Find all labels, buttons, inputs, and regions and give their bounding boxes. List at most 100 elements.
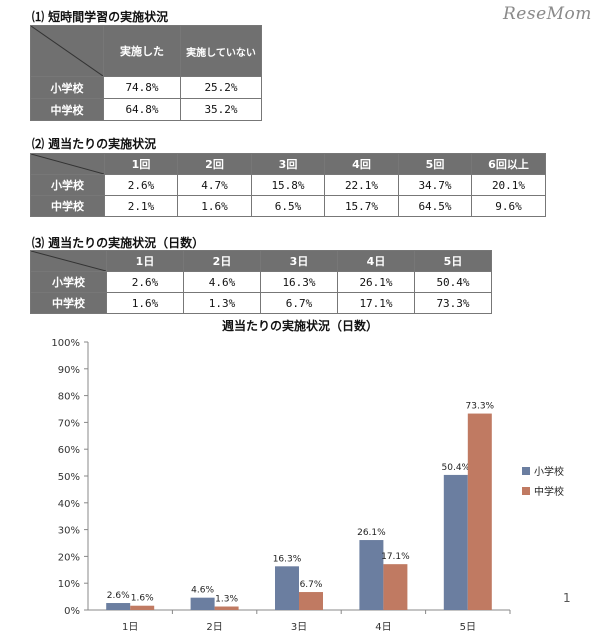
- legend-swatch-小学校: [522, 467, 530, 475]
- table-cell: 73.3%: [414, 292, 492, 314]
- table-cell: 1.6%: [106, 292, 184, 314]
- data-label: 1.3%: [215, 595, 238, 605]
- y-tick-label: 10%: [58, 579, 80, 590]
- y-tick-label: 0%: [64, 606, 80, 617]
- table-cell: 17.1%: [337, 292, 415, 314]
- y-tick-label: 90%: [58, 365, 80, 376]
- table-cell: 2.6%: [104, 174, 178, 196]
- table-cell: 34.7%: [398, 174, 472, 196]
- table-cell: 2.1%: [104, 195, 178, 217]
- column-header: 6回以上: [471, 153, 546, 175]
- bar-小学校-1日: [106, 603, 131, 610]
- section1-title: ⑴ 短時間学習の実施状況: [32, 10, 169, 24]
- y-tick-label: 50%: [58, 472, 80, 483]
- table-cell: 26.1%: [337, 271, 415, 293]
- section1-table: 実施した 実施していない 小学校 74.8% 25.2% 中学校 64.8% 3…: [30, 25, 262, 121]
- bar-group: 2.6% 1.6% 4.6%1.3% 16.3% 6.7% 26.1% 17.1% 50.4%…: [106, 402, 495, 610]
- table-cell: 4.7%: [177, 174, 252, 196]
- table-cell: 15.8%: [251, 174, 325, 196]
- y-tick-label: 60%: [58, 445, 80, 456]
- column-header: 実施した: [103, 25, 181, 77]
- table-cell: 4.6%: [183, 271, 261, 293]
- bar-小学校-2日: [190, 597, 215, 610]
- column-header: 実施していない: [180, 25, 262, 77]
- row-header: 中学校: [30, 292, 107, 314]
- bar-小学校-4日: [359, 540, 384, 610]
- section2-title: ⑵ 週当たりの実施状況: [32, 137, 157, 151]
- table-cell: 6.7%: [260, 292, 338, 314]
- y-tick-label: 30%: [58, 526, 80, 537]
- column-header: 1回: [104, 153, 178, 175]
- page-number: 1: [563, 591, 571, 605]
- y-tick-label: 80%: [58, 392, 80, 403]
- column-header: 3回: [251, 153, 325, 175]
- column-header: 3日: [260, 250, 338, 272]
- column-header: 1日: [106, 250, 184, 272]
- bar-中学校-2日: [214, 606, 239, 610]
- row-header: 小学校: [30, 271, 107, 293]
- column-header: 2日: [183, 250, 261, 272]
- table-cell: 16.3%: [260, 271, 338, 293]
- table-cell: 50.4%: [414, 271, 492, 293]
- y-tick-label: 40%: [58, 499, 80, 510]
- column-header: 4回: [324, 153, 399, 175]
- data-label: 6.7%: [300, 580, 323, 590]
- table-corner: [30, 250, 107, 272]
- table-cell: 25.2%: [180, 76, 262, 99]
- table-cell: 74.8%: [103, 76, 181, 99]
- table-cell: 1.6%: [177, 195, 252, 217]
- table-cell: 2.6%: [106, 271, 184, 293]
- data-label: 26.1%: [357, 528, 386, 538]
- x-tick-label: 3日: [291, 622, 307, 633]
- data-label: 2.6%: [107, 591, 130, 601]
- section3-title: ⑶ 週当たりの実施状況（日数）: [32, 236, 205, 250]
- column-header: 4日: [337, 250, 415, 272]
- table-cell: 64.5%: [398, 195, 472, 217]
- table-corner: [30, 25, 104, 77]
- table-cell: 6.5%: [251, 195, 325, 217]
- chart-title: 週当たりの実施状況（日数）: [222, 318, 378, 333]
- x-tick-label: 5日: [460, 622, 476, 633]
- legend-swatch-中学校: [522, 487, 530, 495]
- bar-中学校-3日: [299, 592, 323, 610]
- data-label: 16.3%: [273, 554, 302, 564]
- table-cell: 9.6%: [471, 195, 546, 217]
- bar-小学校-5日: [443, 474, 468, 610]
- column-header: 2回: [177, 153, 252, 175]
- bar-中学校-4日: [383, 564, 408, 610]
- bar-中学校-1日: [130, 605, 155, 610]
- resemom-watermark: ReseMom: [503, 4, 592, 24]
- x-tick-label: 4日: [375, 622, 391, 633]
- table-cell: 22.1%: [324, 174, 399, 196]
- data-label: 1.6%: [131, 594, 154, 604]
- data-label: 50.4%: [442, 463, 471, 473]
- table-cell: 15.7%: [324, 195, 399, 217]
- table-cell: 64.8%: [103, 98, 181, 121]
- column-header: 5日: [414, 250, 492, 272]
- bar-小学校-3日: [275, 566, 299, 610]
- table-cell: 1.3%: [183, 292, 261, 314]
- x-tick-label: 1日: [122, 622, 138, 633]
- table-cell: 35.2%: [180, 98, 262, 121]
- section3-table: 1日 2日 3日 4日 5日 小学校 2.6% 4.6% 16.3% 26.1%…: [30, 250, 492, 314]
- x-tick-label: 2日: [206, 622, 222, 633]
- legend-label: 中学校: [534, 485, 564, 498]
- data-label: 4.6%: [191, 586, 214, 596]
- y-tick-label: 20%: [58, 552, 80, 563]
- bar-chart: 週当たりの実施状況（日数） 0% 10% 20% 30% 40% 50% 60% 70% 80%…: [51, 318, 571, 633]
- row-header: 中学校: [30, 195, 105, 217]
- section2-table: 1回 2回 3回 4回 5回 6回以上 小学校 2.6% 4.7% 15.8% …: [30, 153, 546, 217]
- column-header: 5回: [398, 153, 472, 175]
- y-tick-group: 0% 10% 20% 30% 40% 50% 60% 70% 80% 90% 100%: [51, 338, 88, 617]
- table-corner: [30, 153, 105, 175]
- x-label-group: 1日 2日 3日 4日 5日: [122, 610, 511, 633]
- legend-label: 小学校: [534, 465, 564, 478]
- row-header: 中学校: [30, 98, 104, 121]
- row-header: 小学校: [30, 76, 104, 99]
- bar-中学校-5日: [467, 413, 492, 610]
- y-tick-label: 100%: [51, 338, 80, 349]
- data-label: 73.3%: [466, 402, 495, 412]
- row-header: 小学校: [30, 174, 105, 196]
- y-tick-label: 70%: [58, 418, 80, 429]
- table-cell: 20.1%: [471, 174, 546, 196]
